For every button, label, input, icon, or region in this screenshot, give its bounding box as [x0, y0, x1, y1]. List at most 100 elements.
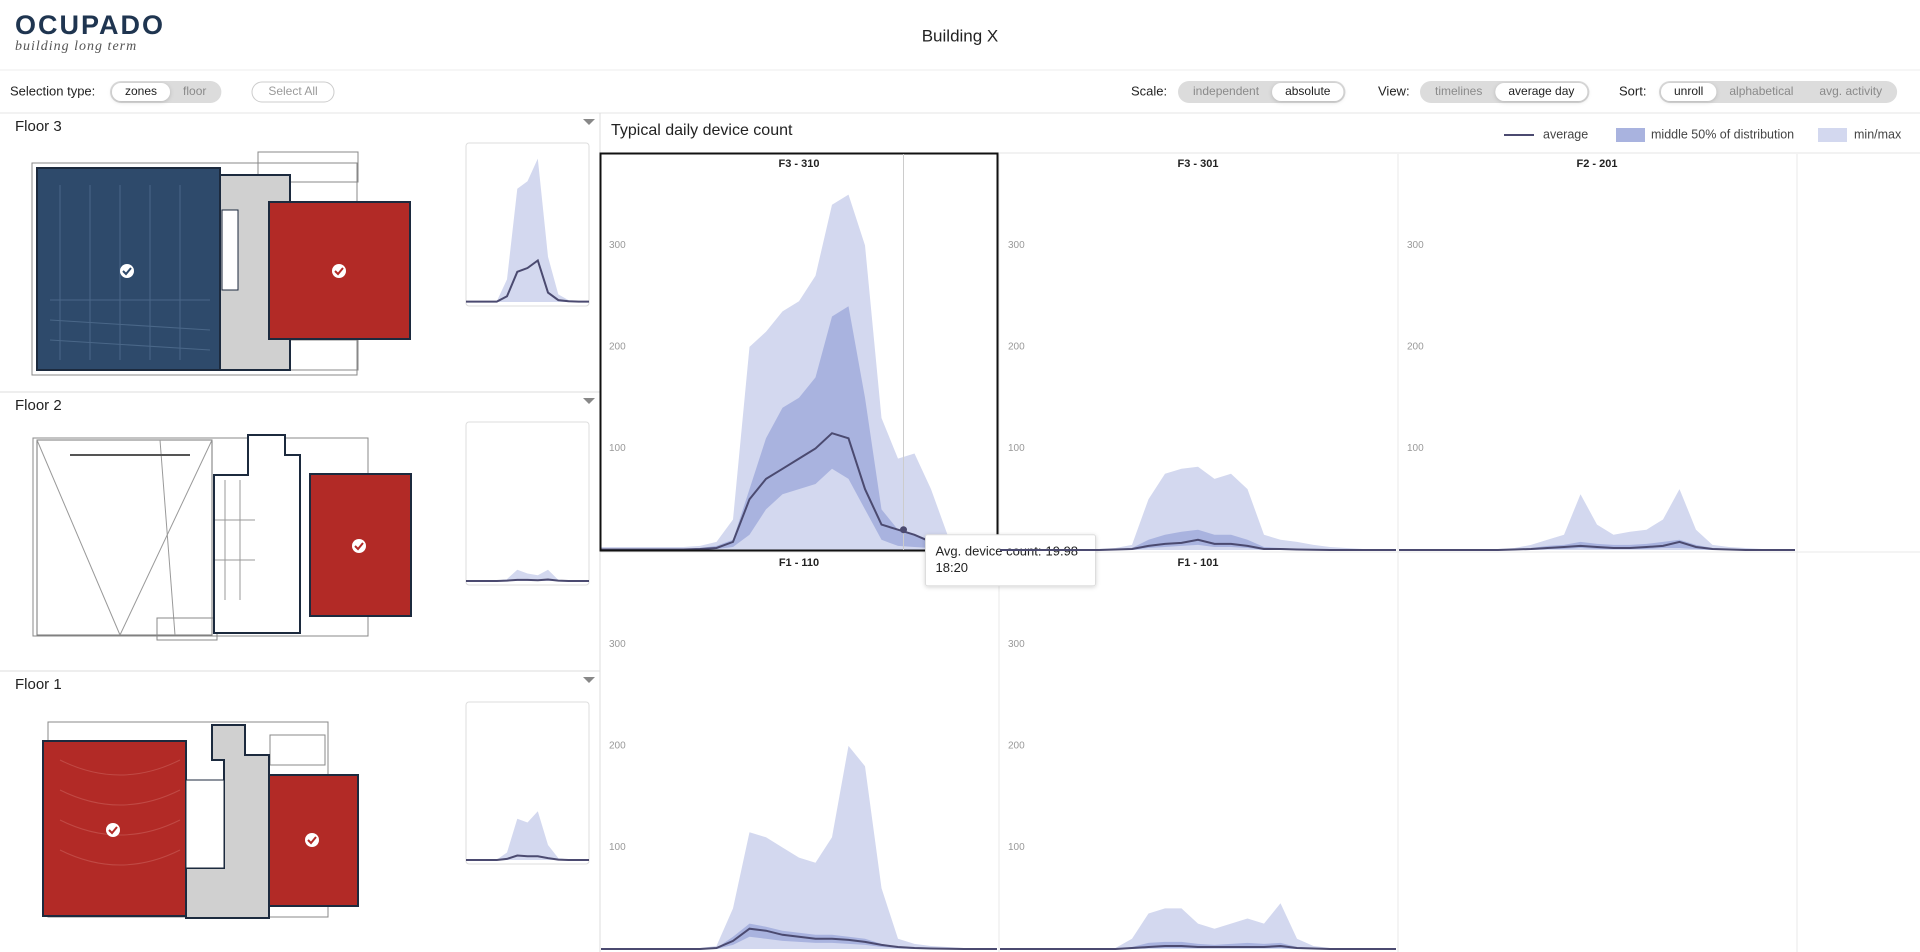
toggle-option[interactable]: floor: [183, 84, 206, 98]
y-tick-label: 300: [609, 639, 626, 650]
legend-label: min/max: [1854, 127, 1902, 141]
toggle-active[interactable]: [1495, 83, 1588, 101]
tooltip-text: Avg. device count: 19.98: [936, 544, 1079, 559]
chart-title: Typical daily device count: [611, 122, 793, 139]
average-line: [601, 927, 997, 950]
floor-plan: [31, 151, 411, 376]
mini-area: [466, 811, 589, 860]
toggle-option[interactable]: absolute: [1285, 84, 1331, 98]
toggle-active[interactable]: [1272, 83, 1344, 101]
toggle-active[interactable]: [112, 83, 171, 101]
mini-line: [466, 578, 589, 582]
minmax-area: [601, 745, 997, 949]
legend-label: average: [1543, 127, 1588, 141]
y-tick-label: 200: [609, 342, 626, 353]
plan-detail: [49, 185, 211, 360]
middle-area: [601, 306, 997, 550]
page-title: Building X: [922, 26, 999, 45]
mini-area: [466, 158, 589, 302]
floor-plan: [32, 434, 412, 641]
floor-name: Floor 1: [15, 676, 62, 693]
dropdown-toggle[interactable]: [583, 398, 595, 404]
selected-frame: [599, 152, 999, 552]
minmax-area: [1399, 489, 1795, 550]
legend-swatch: [1818, 128, 1847, 142]
toolbar-label: View:: [1378, 83, 1410, 98]
mini-area: [466, 569, 589, 581]
mini-chart-frame: [465, 421, 590, 586]
y-tick-label: 100: [1407, 443, 1424, 454]
zone[interactable]: [213, 434, 301, 634]
y-tick-label: 100: [609, 443, 626, 454]
tagline: building long term: [15, 39, 137, 54]
logo[interactable]: OCUPADO: [15, 10, 165, 40]
y-tick-label: 200: [1008, 741, 1025, 752]
y-tick-label: 200: [609, 741, 626, 752]
toggle-track: [1659, 81, 1898, 103]
y-tick-label: 300: [1008, 639, 1025, 650]
y-tick-label: 300: [609, 240, 626, 251]
minmax-area: [1000, 466, 1396, 550]
toggle[interactable]: zones floor: [110, 81, 222, 103]
dropdown-toggle[interactable]: [583, 677, 595, 683]
toggle[interactable]: independent absolute: [1178, 81, 1346, 103]
select-all-label[interactable]: Select All: [268, 84, 317, 98]
zone[interactable]: [185, 724, 270, 919]
panel[interactable]: 100 200 300 F3 - 301: [1000, 158, 1396, 551]
toggle[interactable]: timelines average day: [1420, 81, 1590, 103]
legend-swatch: [1616, 128, 1645, 142]
mini-chart-frame: [465, 701, 590, 865]
dropdown-toggle[interactable]: [583, 119, 595, 125]
toggle-option[interactable]: unroll: [1674, 84, 1703, 98]
hover-dot: [900, 526, 907, 534]
y-tick-label: 100: [1008, 443, 1025, 454]
minmax-area: [1000, 903, 1396, 949]
plan-detail: [59, 759, 181, 866]
select-all-button[interactable]: [251, 81, 335, 103]
mini-line: [466, 854, 589, 861]
toggle-option[interactable]: independent: [1193, 84, 1260, 98]
average-line: [1000, 538, 1396, 551]
toggle-option[interactable]: zones: [125, 84, 157, 98]
y-tick-label: 200: [1407, 342, 1424, 353]
toggle-option[interactable]: avg. activity: [1819, 84, 1882, 98]
panel-title: F3 - 301: [1178, 158, 1219, 170]
legend-label: middle 50% of distribution: [1651, 127, 1794, 141]
floor-name: Floor 2: [15, 397, 62, 414]
y-tick-label: 300: [1407, 240, 1424, 251]
toggle-option[interactable]: average day: [1508, 84, 1574, 98]
selected-icon: [332, 264, 346, 278]
panel-title: F1 - 101: [1178, 557, 1219, 569]
panel-title: F1 - 110: [779, 557, 819, 569]
tooltip-time: 18:20: [936, 560, 969, 575]
toolbar-label: Scale:: [1131, 83, 1167, 98]
panel[interactable]: 100 200 300 F1 - 101: [1000, 557, 1396, 950]
panel[interactable]: 100 200 300 F1 - 110: [601, 557, 997, 950]
selected-icon: [305, 833, 319, 847]
floor-name: Floor 3: [15, 118, 62, 135]
selected-icon: [352, 539, 366, 553]
tooltip-value: 19.98: [1046, 544, 1079, 559]
toggle-active[interactable]: [1661, 83, 1717, 101]
mini-line: [466, 258, 589, 303]
toolbar-label: Sort:: [1619, 83, 1646, 98]
header: [0, 0, 1920, 70]
y-tick-label: 200: [1008, 342, 1025, 353]
y-tick-label: 300: [1008, 240, 1025, 251]
selected-icon: [106, 823, 120, 837]
average-line: [1000, 944, 1396, 950]
average-line: [1399, 540, 1795, 551]
selected-icon: [120, 264, 134, 278]
panel[interactable]: 100 200 300 F3 - 310: [599, 152, 999, 552]
panel[interactable]: 100 200 300 F2 - 201: [1399, 158, 1795, 551]
minmax-area: [601, 194, 997, 550]
tooltip: [925, 534, 1096, 587]
y-tick-label: 100: [609, 842, 626, 853]
panel-title: F2 - 201: [1577, 158, 1618, 170]
toggle[interactable]: unroll alphabetical avg. activity: [1659, 81, 1898, 103]
y-tick-label: 100: [1008, 842, 1025, 853]
toggle-option[interactable]: alphabetical: [1729, 84, 1793, 98]
toggle-option[interactable]: timelines: [1435, 84, 1482, 98]
